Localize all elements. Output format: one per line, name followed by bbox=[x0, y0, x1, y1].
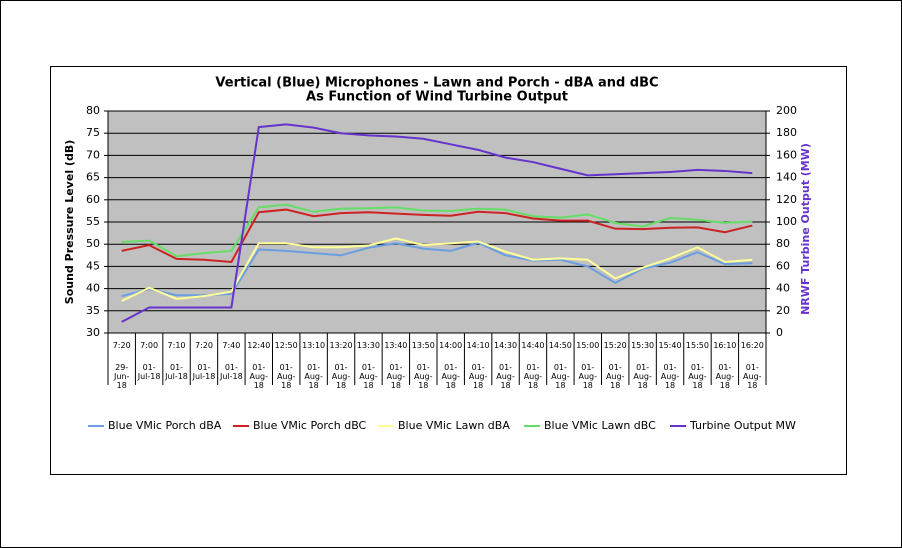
y-tick-label: 45 bbox=[86, 259, 100, 272]
x-tick-time: 13:10 bbox=[302, 341, 326, 350]
legend-label: Turbine Output MW bbox=[689, 419, 796, 432]
x-tick-time: 15:00 bbox=[576, 341, 600, 350]
x-tick-time: 7:20 bbox=[112, 341, 131, 350]
x-tick-date: 01-Jul-18 bbox=[192, 363, 216, 381]
x-tick-time: 7:40 bbox=[222, 341, 241, 350]
y-tick-label: 35 bbox=[86, 304, 100, 317]
x-tick-date: 01-Aug-18 bbox=[578, 363, 598, 390]
x-tick-time: 13:30 bbox=[356, 341, 380, 350]
x-tick-date: 01-Aug-18 bbox=[304, 363, 323, 390]
x-tick-date: 01-Aug-18 bbox=[468, 363, 488, 390]
x-tick-date: 01-Aug-18 bbox=[331, 363, 351, 390]
chart-frame bbox=[50, 66, 847, 475]
x-tick-time: 14:50 bbox=[548, 341, 572, 350]
x-tick-date: 01-Aug-18 bbox=[660, 363, 680, 390]
series-line bbox=[121, 123, 753, 323]
series-line bbox=[121, 241, 753, 298]
x-tick-time: 7:20 bbox=[194, 341, 213, 350]
y2-tick-label: 60 bbox=[776, 259, 790, 272]
y-tick-label: 50 bbox=[86, 237, 100, 250]
x-tick-date: 01-Aug-18 bbox=[688, 363, 707, 390]
x-tick-time: 13:50 bbox=[411, 341, 435, 350]
x-tick-date: 01-Aug-18 bbox=[605, 363, 625, 390]
y-tick-label: 65 bbox=[86, 171, 100, 184]
legend-label: Blue VMic Porch dBA bbox=[108, 419, 222, 432]
series-line bbox=[121, 203, 753, 258]
y-tick-label: 60 bbox=[86, 193, 100, 206]
x-tick-time: 12:50 bbox=[274, 341, 298, 350]
y2-tick-label: 80 bbox=[776, 237, 790, 250]
x-tick-time: 15:40 bbox=[658, 341, 682, 350]
legend-label: Blue VMic Lawn dBC bbox=[544, 419, 656, 432]
x-tick-time: 12:40 bbox=[247, 341, 271, 350]
x-tick-date: 01-Aug-18 bbox=[496, 363, 515, 390]
y-tick-label: 55 bbox=[86, 215, 100, 228]
x-tick-time: 14:30 bbox=[494, 341, 518, 350]
x-tick-date: 01-Jul-18 bbox=[220, 363, 243, 381]
x-tick-time: 15:30 bbox=[631, 341, 655, 350]
x-tick-time: 7:10 bbox=[167, 341, 186, 350]
x-tick-time: 13:40 bbox=[384, 341, 408, 350]
y2-tick-label: 160 bbox=[776, 148, 797, 161]
y2-tick-label: 120 bbox=[776, 193, 797, 206]
series-line bbox=[121, 237, 753, 302]
x-tick-date: 01-Jul-18 bbox=[165, 363, 188, 381]
y2-tick-label: 140 bbox=[776, 171, 797, 184]
x-tick-date: 01-Jul-18 bbox=[137, 363, 161, 381]
x-tick-time: 13:20 bbox=[329, 341, 353, 350]
y-tick-label: 70 bbox=[86, 148, 100, 161]
y-axis-label: Sound Pressure Level (dB) bbox=[63, 140, 76, 304]
x-tick-date: 01-Aug-18 bbox=[386, 363, 406, 390]
y2-tick-label: 40 bbox=[776, 282, 790, 295]
x-tick-date: 01-Aug-18 bbox=[715, 363, 735, 390]
y-tick-label: 30 bbox=[86, 326, 100, 339]
x-tick-date: 01-Aug-18 bbox=[551, 363, 570, 390]
y-tick-label: 40 bbox=[86, 282, 100, 295]
y2-tick-label: 100 bbox=[776, 215, 797, 228]
x-tick-time: 15:20 bbox=[603, 341, 627, 350]
x-tick-date: 01-Aug-18 bbox=[523, 363, 543, 390]
y2-tick-label: 180 bbox=[776, 126, 797, 139]
x-tick-time: 16:10 bbox=[713, 341, 737, 350]
legend-label: Blue VMic Lawn dBA bbox=[398, 419, 510, 432]
legend-label: Blue VMic Porch dBC bbox=[253, 419, 367, 432]
y-tick-label: 80 bbox=[86, 104, 100, 117]
chart-subtitle: As Function of Wind Turbine Output bbox=[306, 90, 568, 105]
chart-title: Vertical (Blue) Microphones - Lawn and P… bbox=[215, 76, 658, 91]
x-tick-time: 7:00 bbox=[140, 341, 159, 350]
x-tick-date: 01-Aug-18 bbox=[633, 363, 652, 390]
y2-axis-label: NRWF Turbine Output (MW) bbox=[799, 143, 812, 315]
x-tick-date: 01-Aug-18 bbox=[249, 363, 269, 390]
x-tick-date: 01-Aug-18 bbox=[276, 363, 296, 390]
x-tick-time: 14:10 bbox=[466, 341, 490, 350]
series-line bbox=[121, 208, 753, 264]
x-tick-date: 01-Aug-18 bbox=[743, 363, 762, 390]
x-tick-time: 14:40 bbox=[521, 341, 545, 350]
y-tick-label: 75 bbox=[86, 126, 100, 139]
x-tick-date: 01-Aug-18 bbox=[441, 363, 460, 390]
x-tick-time: 16:20 bbox=[740, 341, 764, 350]
y2-tick-label: 200 bbox=[776, 104, 797, 117]
x-tick-date: 29-Jun-18 bbox=[114, 363, 130, 390]
x-tick-date: 01-Aug-18 bbox=[414, 363, 433, 390]
x-tick-time: 15:50 bbox=[685, 341, 709, 350]
x-tick-date: 01-Aug-18 bbox=[359, 363, 378, 390]
y2-tick-label: 20 bbox=[776, 304, 790, 317]
x-tick-time: 14:00 bbox=[439, 341, 463, 350]
y2-tick-label: 0 bbox=[776, 326, 783, 339]
